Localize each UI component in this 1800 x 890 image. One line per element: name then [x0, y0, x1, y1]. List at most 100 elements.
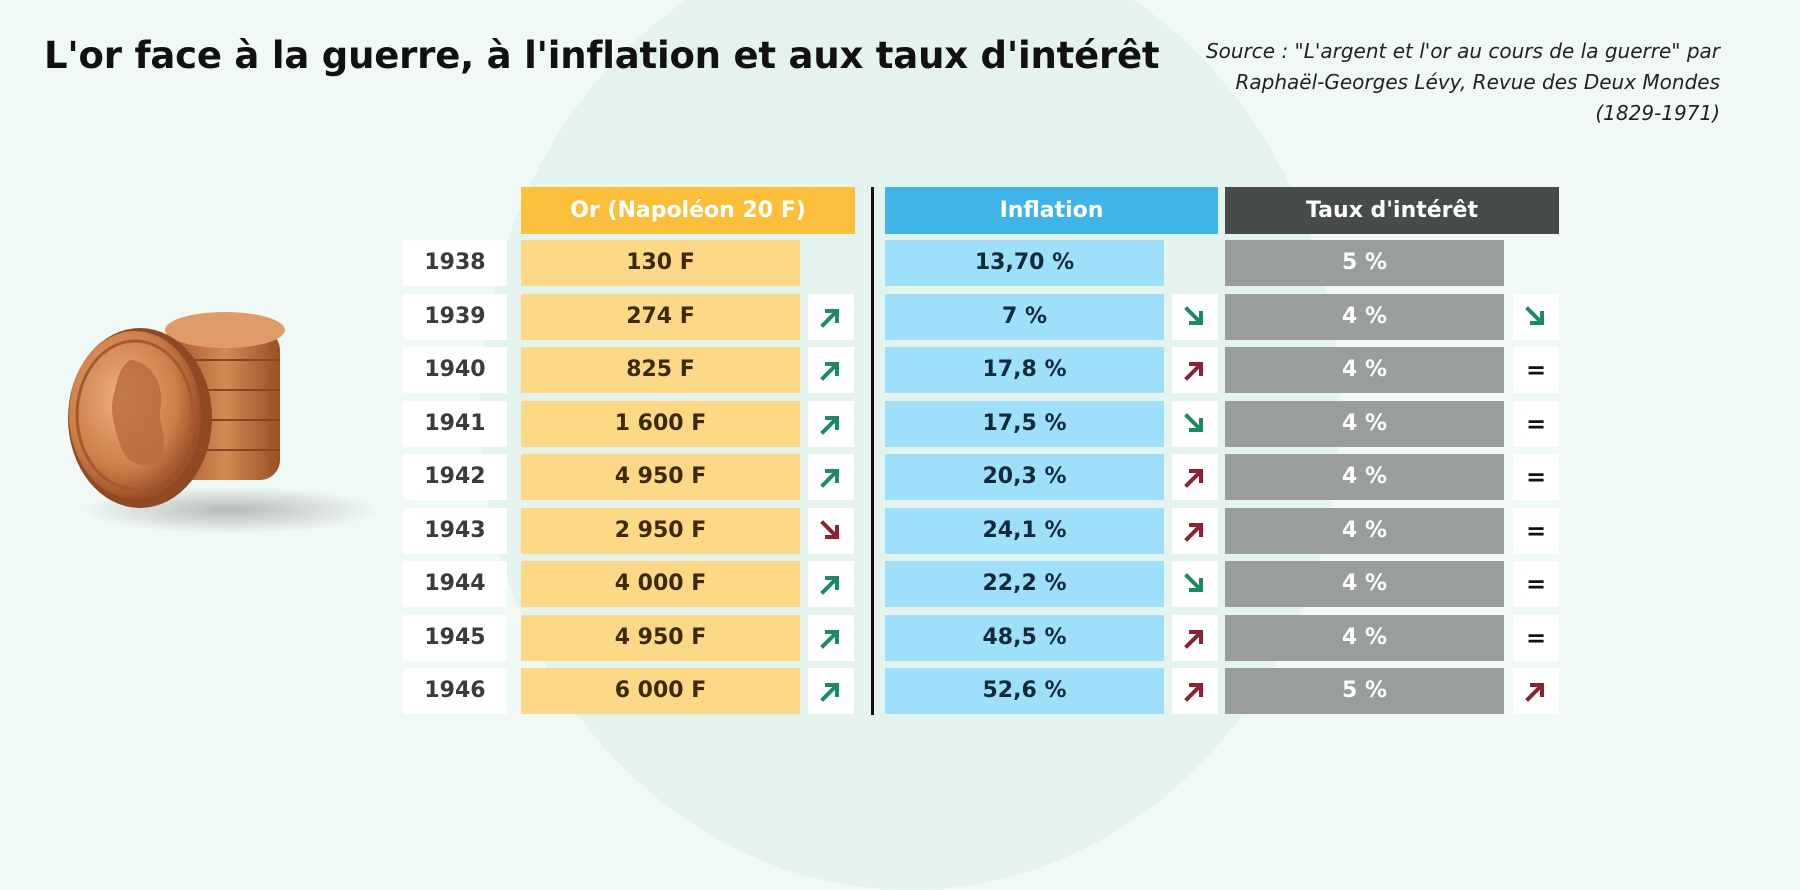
- inflation-trend-up: [1172, 507, 1218, 554]
- table-row: 1945 4 950 F 48,5 % 4 % =: [0, 614, 1800, 661]
- year-cell: 1939: [403, 293, 507, 340]
- page-title: L'or face à la guerre, à l'inflation et …: [44, 34, 1160, 77]
- equal-sign: =: [1525, 623, 1547, 652]
- rate-trend-down: [1513, 293, 1559, 340]
- arrow-up-icon: [820, 576, 839, 595]
- source-line-2: Raphaël-Georges Lévy, Revue des Deux Mon…: [1235, 70, 1721, 94]
- arrow-up-icon: [820, 362, 839, 381]
- rate-trend-equal: =: [1513, 347, 1559, 393]
- source-line-1: Source : "L'argent et l'or au cours de l…: [1205, 39, 1720, 63]
- inflation-cell: 24,1 %: [885, 507, 1164, 554]
- inflation-cell: 13,70 %: [885, 240, 1164, 286]
- year-cell: 1945: [403, 614, 507, 661]
- equal-sign: =: [1525, 356, 1547, 384]
- interest-rate-cell: 4 %: [1225, 507, 1504, 554]
- equal-sign: =: [1525, 516, 1547, 545]
- inflation-trend-down: [1172, 561, 1218, 607]
- arrow-up-icon: [820, 629, 839, 649]
- equal-sign: =: [1525, 463, 1547, 491]
- gold-trend-up: [808, 561, 854, 607]
- inflation-cell: 20,3 %: [885, 454, 1164, 500]
- table-row: 1938 130 F 13,70 % 5 %: [0, 240, 1800, 286]
- source-line-3: (1829-1971): [1595, 101, 1720, 125]
- gold-price-cell: 4 000 F: [521, 561, 800, 607]
- inflation-cell: 7 %: [885, 293, 1164, 340]
- arrow-up-icon: [820, 415, 839, 435]
- arrow-up-icon: [1184, 683, 1203, 702]
- inflation-cell: 17,8 %: [885, 347, 1164, 393]
- arrow-up-icon: [1184, 362, 1203, 381]
- inflation-trend-up: [1172, 614, 1218, 661]
- interest-rate-cell: 4 %: [1225, 561, 1504, 607]
- gold-coins-illustration: [68, 312, 380, 534]
- gold-trend-up: [808, 614, 854, 661]
- header-inflation: Inflation: [885, 187, 1218, 234]
- arrow-down-icon: [820, 519, 839, 539]
- table-row: 1940 825 F 17,8 % 4 % =: [0, 347, 1800, 393]
- inflation-trend-down: [1172, 293, 1218, 340]
- rate-trend-equal: =: [1513, 561, 1559, 607]
- table-row: 1942 4 950 F 20,3 % 4 % =: [0, 454, 1800, 500]
- equal-sign: =: [1525, 409, 1547, 438]
- arrow-down-icon: [1184, 412, 1203, 432]
- inflation-cell: 17,5 %: [885, 400, 1164, 447]
- interest-rate-cell: 4 %: [1225, 454, 1504, 500]
- year-cell: 1942: [403, 454, 507, 500]
- year-cell: 1941: [403, 400, 507, 447]
- rate-trend-equal: =: [1513, 400, 1559, 447]
- arrow-down-icon: [1525, 305, 1544, 325]
- interest-rate-cell: 5 %: [1225, 668, 1504, 714]
- gold-trend-up: [808, 400, 854, 447]
- gold-trend-down: [808, 507, 854, 554]
- table-row: 1943 2 950 F 24,1 % 4 % =: [0, 507, 1800, 554]
- gold-trend-up: [808, 293, 854, 340]
- gold-price-cell: 1 600 F: [521, 400, 800, 447]
- gold-price-cell: 825 F: [521, 347, 800, 393]
- arrow-up-icon: [1184, 522, 1203, 542]
- coin-front: [68, 328, 212, 508]
- arrow-up-icon: [1184, 469, 1203, 488]
- arrow-down-icon: [1184, 573, 1203, 592]
- year-cell: 1938: [403, 240, 507, 286]
- arrow-down-icon: [1184, 305, 1203, 325]
- arrow-up-icon: [1525, 683, 1544, 702]
- rate-trend-equal: =: [1513, 454, 1559, 500]
- gold-price-cell: 274 F: [521, 293, 800, 340]
- gold-price-cell: 4 950 F: [521, 454, 800, 500]
- interest-rate-cell: 4 %: [1225, 400, 1504, 447]
- gold-price-cell: 2 950 F: [521, 507, 800, 554]
- inflation-trend-up: [1172, 347, 1218, 393]
- rate-trend-equal: =: [1513, 614, 1559, 661]
- rate-trend-up: [1513, 668, 1559, 714]
- inflation-trend-down: [1172, 400, 1218, 447]
- arrow-up-icon: [820, 308, 839, 328]
- arrow-up-icon: [1184, 629, 1203, 649]
- rate-trend-equal: =: [1513, 507, 1559, 554]
- interest-rate-cell: 4 %: [1225, 614, 1504, 661]
- arrow-up-icon: [820, 469, 839, 488]
- year-cell: 1944: [403, 561, 507, 607]
- interest-rate-cell: 5 %: [1225, 240, 1504, 286]
- interest-rate-cell: 4 %: [1225, 347, 1504, 393]
- header-gold: Or (Napoléon 20 F): [521, 187, 855, 234]
- gold-price-cell: 6 000 F: [521, 668, 800, 714]
- year-cell: 1946: [403, 668, 507, 714]
- year-cell: 1943: [403, 507, 507, 554]
- gold-price-cell: 4 950 F: [521, 614, 800, 661]
- source-note: Source : "L'argent et l'or au cours de l…: [1120, 36, 1720, 129]
- interest-rate-cell: 4 %: [1225, 293, 1504, 340]
- inflation-trend-up: [1172, 454, 1218, 500]
- gold-trend-up: [808, 347, 854, 393]
- gold-price-cell: 130 F: [521, 240, 800, 286]
- arrow-up-icon: [820, 683, 839, 702]
- inflation-cell: 52,6 %: [885, 668, 1164, 714]
- table-row: 1941 1 600 F 17,5 % 4 % =: [0, 400, 1800, 447]
- gold-trend-up: [808, 668, 854, 714]
- equal-sign: =: [1525, 570, 1547, 598]
- year-cell: 1940: [403, 347, 507, 393]
- column-divider: [871, 187, 874, 715]
- inflation-trend-up: [1172, 668, 1218, 714]
- header-interest-rate: Taux d'intérêt: [1225, 187, 1559, 234]
- table-row: 1944 4 000 F 22,2 % 4 % =: [0, 561, 1800, 607]
- table-row: 1939 274 F 7 % 4 %: [0, 293, 1800, 340]
